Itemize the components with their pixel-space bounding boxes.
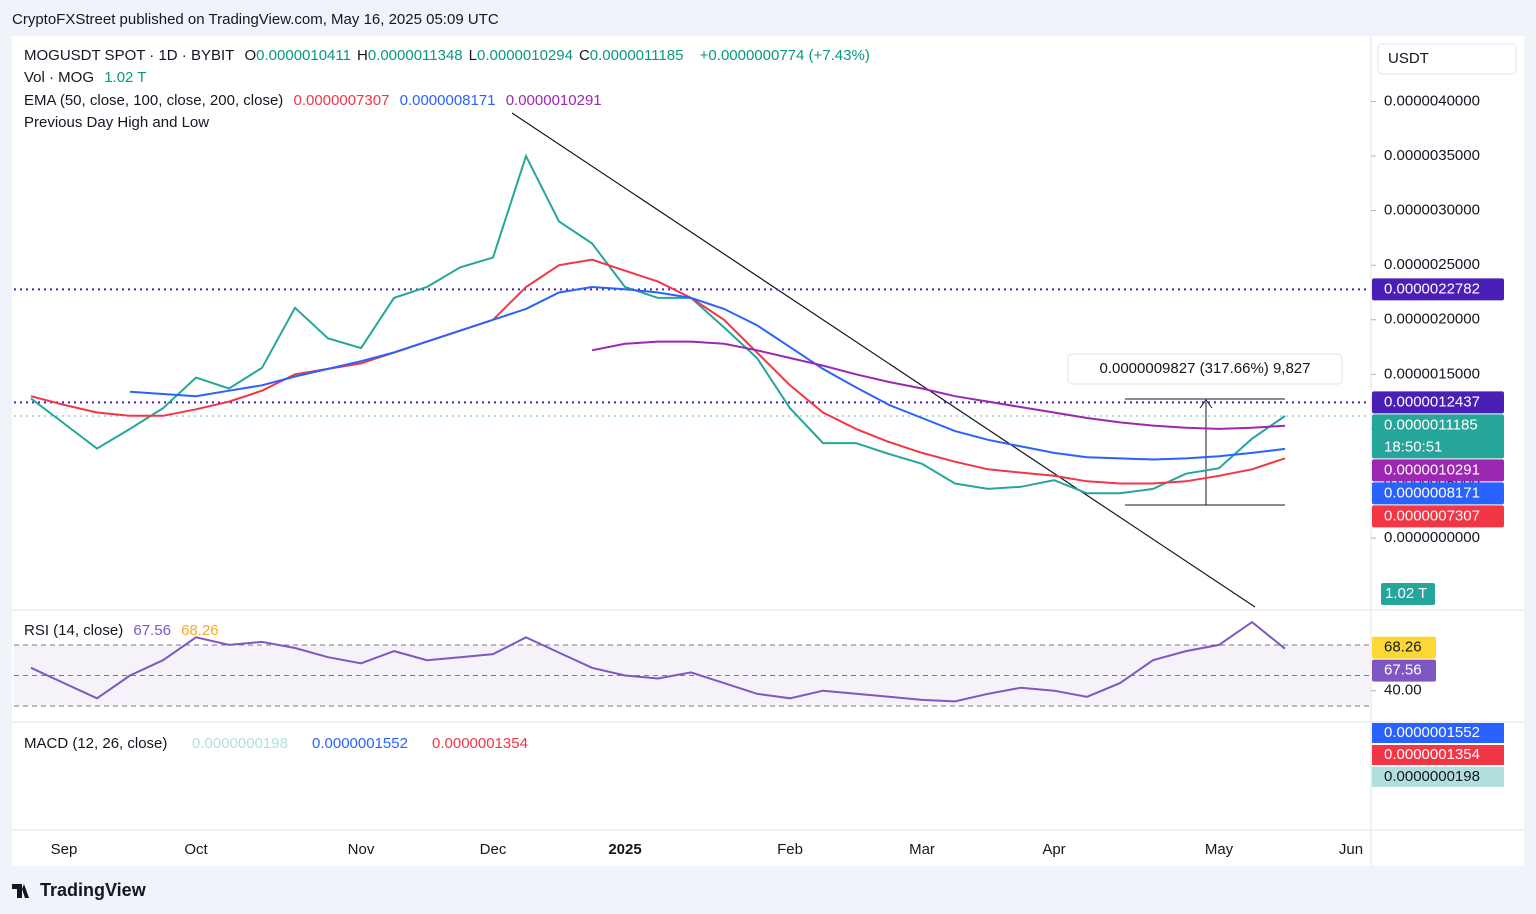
ohlc-value: 0.0000011348: [367, 47, 463, 64]
volume-tag-label: 1.02 T: [1385, 585, 1427, 602]
macd-title: MACD (12, 26, close): [24, 735, 167, 752]
logo-icon: [12, 884, 29, 898]
price-tag: [1372, 505, 1504, 528]
x-tick-label: 2025: [608, 841, 641, 858]
ohlc-value: 0.0000011185: [589, 47, 684, 64]
y-tick-label: 0.0000020000: [1384, 311, 1480, 328]
ohlc-key: H: [356, 47, 368, 64]
ohlc-value: 0.0000010294: [477, 47, 573, 64]
vol-value: 1.02 T: [104, 69, 147, 86]
y-tick-label: 0.0000030000: [1384, 202, 1480, 219]
series-line: [30, 620, 1286, 703]
x-tick-label: Dec: [480, 841, 507, 858]
ema-value: 0.0000007307: [293, 92, 390, 109]
price-tag: [1372, 636, 1436, 659]
x-tick-label: Sep: [51, 841, 78, 858]
y-tick-label: 0.0000015000: [1384, 365, 1480, 382]
x-tick-label: Apr: [1042, 841, 1065, 858]
currency: USDT: [1388, 50, 1429, 67]
ohlc-key: L: [468, 47, 477, 64]
price-tag-label: 67.56: [1384, 662, 1422, 679]
measure-arrow-head: [1199, 399, 1213, 409]
macd-tag-label: 0.0000000198: [1384, 768, 1480, 785]
macd-tag: [1372, 745, 1504, 765]
price-tag-label: 0.0000008171: [1384, 484, 1480, 501]
x-tick-label: Oct: [184, 841, 208, 858]
x-tick-label: May: [1205, 841, 1234, 858]
macd-tag-label: 0.0000001354: [1384, 746, 1480, 763]
pdhl: Previous Day High and Low: [24, 114, 210, 131]
price-tag: [1372, 391, 1504, 414]
series-line: [129, 285, 1286, 461]
macd-value: 0.0000001552: [312, 735, 408, 752]
price-tag: [1372, 459, 1504, 482]
ohlc-key: C: [578, 47, 590, 64]
macd-value: 0.0000000198: [192, 735, 288, 752]
published: CryptoFXStreet published on TradingView.…: [12, 11, 499, 28]
ema-value: 0.0000010291: [505, 92, 602, 109]
rsi-value: 67.56: [133, 622, 171, 639]
price-tag-label: 0.0000007307: [1384, 507, 1480, 524]
x-tick-label: Jun: [1339, 841, 1363, 858]
price-tag-countdown: 18:50:51: [1384, 438, 1442, 455]
x-tick-label: Nov: [348, 841, 375, 858]
price-tag: [1372, 482, 1504, 505]
y-tick-label: 0.0000000000: [1384, 529, 1480, 546]
macd-value: 0.0000001354: [432, 735, 528, 752]
legend-row: MOGUSDT SPOT · 1D · BYBIT O0.0000010411 H…: [24, 47, 876, 64]
y-tick-label: 0.0000035000: [1384, 147, 1480, 164]
price-tag: [1372, 659, 1436, 682]
measure-label: 0.0000009827 (317.66%) 9,827: [1099, 360, 1310, 377]
series-line: [30, 153, 1286, 495]
legend-row: RSI (14, close) 67.56 68.26: [24, 622, 225, 639]
footer-logo: TradingView: [40, 880, 147, 900]
macd-tag: [1372, 767, 1504, 787]
macd-tag-label: 0.0000001552: [1384, 724, 1480, 741]
price-tag-label: 0.0000011185: [1384, 416, 1478, 433]
price-tag-label: 68.26: [1384, 639, 1422, 656]
ohlc: O0.0000010411 H0.0000011348 L0.0000010294 C…: [244, 47, 689, 64]
trendline: [511, 112, 1256, 608]
ohlc-value: 0.0000010411: [256, 47, 351, 64]
vol: Vol · MOG: [24, 69, 95, 86]
rsi-value: 68.26: [181, 622, 219, 639]
series-line: [30, 258, 1286, 485]
ohlc-key: O: [244, 47, 257, 64]
price-tag: [1372, 278, 1504, 301]
legend-row: Vol · MOG 1.02 T: [24, 69, 152, 86]
price-tag-label: 0.0000012437: [1384, 393, 1480, 410]
x-tick-label: Mar: [909, 841, 935, 858]
measure-box: [1067, 353, 1343, 385]
y-tick-label: 0.0000040000: [1384, 92, 1480, 109]
rsi-title: RSI (14, close): [24, 622, 124, 639]
price-tag-label: 0.0000022782: [1384, 280, 1480, 297]
legend-row: EMA (50, close, 100, close, 200, close) …: [24, 92, 608, 109]
legend-row: Previous Day High and Low: [24, 114, 215, 131]
series-line: [591, 340, 1286, 430]
x-tick-label: Feb: [777, 841, 803, 858]
volume-tag: [1381, 583, 1435, 605]
ema-value: 0.0000008171: [399, 92, 496, 109]
price-tag: [1372, 414, 1504, 459]
symbol: MOGUSDT SPOT · 1D · BYBIT: [24, 47, 235, 64]
change: +0.0000000774 (+7.43%): [699, 47, 870, 64]
currency-box: [1377, 43, 1517, 75]
y-tick-label: 40.00: [1384, 682, 1422, 699]
ema: EMA (50, close, 100, close, 200, close): [24, 92, 284, 109]
price-tag-label: 0.0000010291: [1384, 461, 1480, 478]
macd-tag: [1372, 723, 1504, 743]
y-tick-label: 0.0000025000: [1384, 256, 1480, 273]
